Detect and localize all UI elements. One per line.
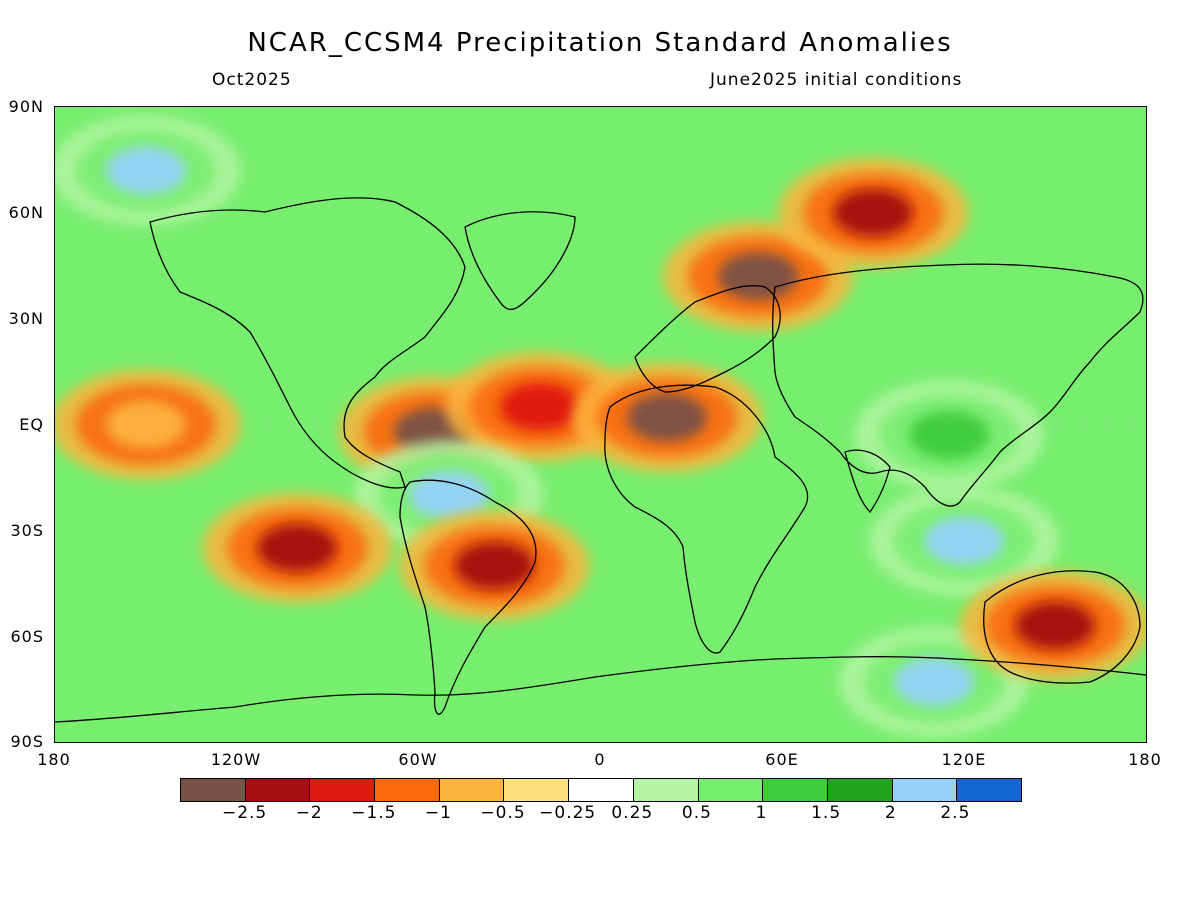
coastline-europe	[634, 285, 781, 393]
colorbar-tick-label: −0.5	[480, 803, 526, 823]
colorbar-swatch	[827, 779, 893, 801]
coastline-south-america	[399, 479, 537, 715]
colorbar-swatch	[310, 779, 376, 801]
colorbar-swatch	[245, 779, 311, 801]
lat-tick-label: 90S	[10, 732, 44, 751]
colorbar	[180, 778, 1022, 802]
colorbar-tick-label: 1.5	[811, 803, 842, 823]
lat-tick-label: 60S	[10, 627, 44, 646]
lat-tick-label: EQ	[19, 415, 44, 434]
lon-tick-label: 120E	[941, 750, 987, 769]
anomaly-map	[54, 106, 1147, 743]
colorbar-tick-label: 0.25	[611, 803, 654, 823]
coastlines	[55, 197, 1146, 723]
chart-subtitle-initial-conditions: June2025 initial conditions	[710, 70, 963, 90]
anomaly-blob	[924, 516, 1005, 565]
anomaly-blob	[257, 523, 338, 572]
lon-tick-label: 180	[37, 750, 71, 769]
chart-title: NCAR_CCSM4 Precipitation Standard Anomal…	[247, 28, 953, 58]
coastline-australia	[983, 570, 1141, 684]
colorbar-tick-label: 2	[884, 803, 897, 823]
colorbar-swatch	[375, 779, 440, 801]
coastline-greenland	[464, 211, 576, 311]
colorbar-tick-label: 0.5	[681, 803, 712, 823]
colorbar-tick-label: 1	[755, 803, 768, 823]
colorbar-swatch	[569, 779, 634, 801]
lat-tick-label: 30S	[10, 521, 44, 540]
coastline-india	[844, 449, 891, 514]
anomaly-blob	[454, 541, 535, 590]
colorbar-swatch	[892, 779, 958, 801]
colorbar-swatch	[633, 779, 699, 801]
anomaly-blob	[893, 658, 974, 707]
lon-tick-label: 180	[1128, 750, 1162, 769]
colorbar-swatch	[698, 779, 764, 801]
lat-tick-label: 30N	[8, 309, 44, 328]
colorbar-swatch	[181, 779, 246, 801]
lon-tick-label: 120W	[210, 750, 262, 769]
colorbar-tick-label: 2.5	[940, 803, 971, 823]
chart-subtitle-month: Oct2025	[212, 70, 292, 90]
colorbar-tick-label: −1.5	[351, 803, 397, 823]
coastline-africa	[604, 384, 809, 654]
colorbar-tick-label: −2.5	[221, 803, 268, 823]
anomaly-blob	[833, 188, 914, 237]
colorbar-tick-label: −2	[295, 803, 323, 823]
anomaly-blob	[105, 146, 186, 195]
lat-tick-label: 90N	[8, 97, 44, 116]
coastline-antarctica	[55, 656, 1146, 723]
anomaly-blob	[909, 411, 990, 460]
anomaly-blob	[1015, 601, 1096, 650]
colorbar-swatch	[763, 779, 828, 801]
colorbar-swatch	[957, 779, 1021, 801]
anomaly-blob	[627, 393, 708, 442]
coastline-north-america	[149, 197, 466, 489]
lat-tick-label: 60N	[8, 203, 44, 222]
anomaly-blob	[408, 471, 489, 520]
anomaly-blob	[105, 400, 186, 449]
lon-tick-label: 60E	[765, 750, 799, 769]
anomaly-fields	[55, 115, 1146, 738]
lon-tick-label: 60W	[398, 750, 438, 769]
colorbar-tick-label: −0.25	[539, 803, 597, 823]
coastline-asia	[772, 263, 1144, 507]
lon-tick-label: 0	[594, 750, 606, 769]
colorbar-tick-label: −1	[424, 803, 452, 823]
anomaly-blob	[499, 382, 580, 431]
colorbar-swatch	[439, 779, 505, 801]
anomaly-blob	[718, 252, 799, 301]
anomaly-map-plot	[55, 107, 1146, 742]
colorbar-swatch	[504, 779, 570, 801]
